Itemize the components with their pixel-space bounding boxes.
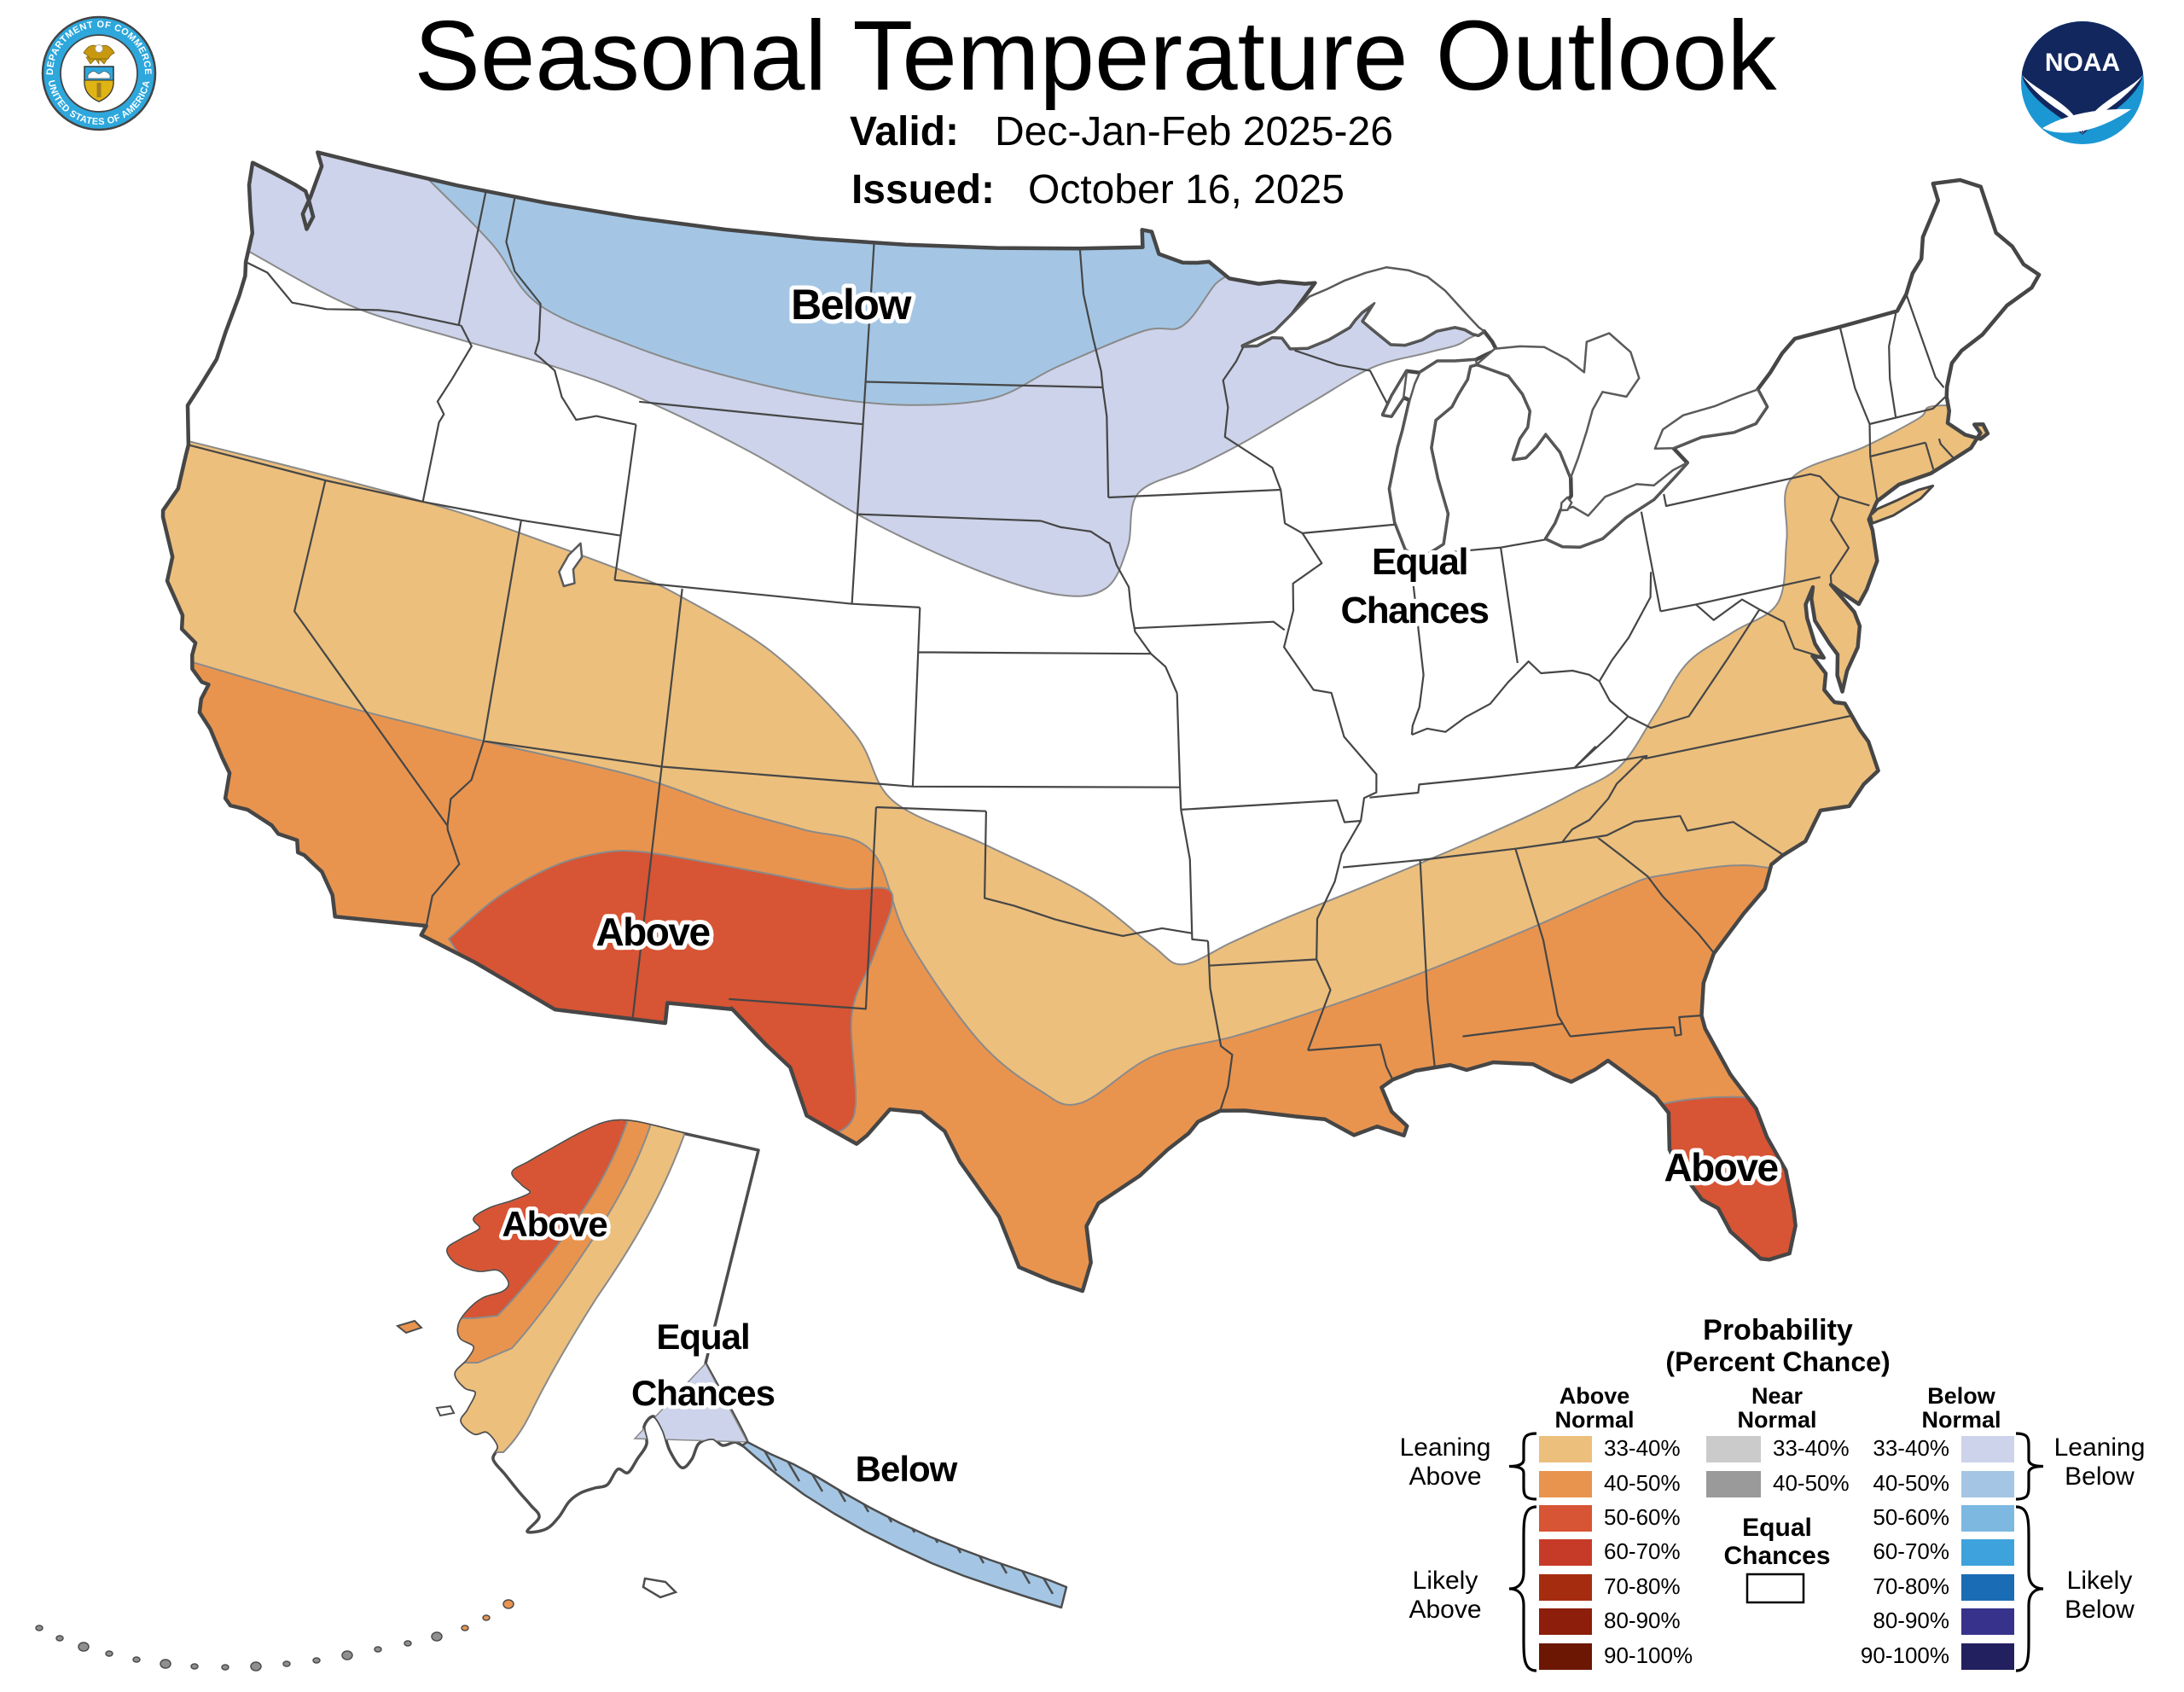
svg-text:(Percent Chance): (Percent Chance) — [1665, 1346, 1890, 1377]
svg-text:Issued:: Issued: — [851, 167, 995, 212]
svg-text:Likely: Likely — [1413, 1567, 1478, 1595]
svg-text:Above: Above — [502, 1204, 607, 1244]
svg-text:70-80%: 70-80% — [1604, 1573, 1681, 1599]
svg-text:Probability: Probability — [1703, 1314, 1853, 1346]
svg-text:50-60%: 50-60% — [1604, 1504, 1681, 1530]
svg-text:Chances: Chances — [1341, 590, 1489, 631]
svg-text:80-90%: 80-90% — [1873, 1608, 1949, 1633]
svg-text:Below: Below — [791, 281, 911, 329]
svg-text:Above: Above — [1409, 1462, 1481, 1491]
svg-text:60-70%: 60-70% — [1604, 1538, 1681, 1564]
svg-text:33-40%: 33-40% — [1773, 1435, 1850, 1461]
svg-text:Chances: Chances — [631, 1373, 775, 1413]
svg-text:Above: Above — [1409, 1596, 1481, 1624]
svg-text:Dec-Jan-Feb 2025-26: Dec-Jan-Feb 2025-26 — [995, 109, 1393, 154]
svg-text:33-40%: 33-40% — [1873, 1435, 1949, 1461]
svg-text:60-70%: 60-70% — [1873, 1538, 1949, 1564]
svg-text:Seasonal Temperature Outlook: Seasonal Temperature Outlook — [414, 0, 1777, 111]
svg-text:Equal: Equal — [656, 1317, 749, 1357]
svg-text:Above: Above — [1560, 1383, 1630, 1409]
svg-text:Valid:: Valid: — [850, 109, 959, 154]
svg-text:Normal: Normal — [1921, 1407, 2001, 1433]
svg-text:Above: Above — [595, 910, 710, 954]
svg-text:70-80%: 70-80% — [1873, 1573, 1949, 1599]
svg-text:October 16, 2025: October 16, 2025 — [1028, 167, 1345, 212]
svg-text:Likely: Likely — [2067, 1567, 2133, 1595]
svg-text:90-100%: 90-100% — [1861, 1643, 1949, 1668]
svg-text:Leaning: Leaning — [2054, 1433, 2146, 1462]
svg-text:Below: Below — [2065, 1596, 2135, 1624]
svg-text:Leaning: Leaning — [1400, 1433, 1491, 1462]
svg-text:Normal: Normal — [1737, 1407, 1816, 1433]
svg-text:80-90%: 80-90% — [1604, 1608, 1681, 1633]
svg-text:Below: Below — [1927, 1383, 1996, 1409]
svg-text:50-60%: 50-60% — [1873, 1504, 1949, 1530]
svg-text:Equal: Equal — [1372, 541, 1467, 583]
svg-text:90-100%: 90-100% — [1604, 1643, 1693, 1668]
svg-text:Normal: Normal — [1554, 1407, 1634, 1433]
svg-text:Above: Above — [1664, 1145, 1778, 1189]
svg-text:Equal: Equal — [1742, 1514, 1812, 1542]
svg-text:40-50%: 40-50% — [1604, 1470, 1681, 1496]
svg-text:Below: Below — [856, 1449, 958, 1489]
svg-text:Near: Near — [1751, 1383, 1804, 1409]
svg-text:33-40%: 33-40% — [1604, 1435, 1681, 1461]
svg-text:40-50%: 40-50% — [1773, 1470, 1850, 1496]
svg-text:Chances: Chances — [1723, 1542, 1830, 1570]
svg-text:Below: Below — [2065, 1462, 2135, 1491]
svg-text:NOAA: NOAA — [2045, 49, 2120, 77]
svg-text:40-50%: 40-50% — [1873, 1470, 1949, 1496]
